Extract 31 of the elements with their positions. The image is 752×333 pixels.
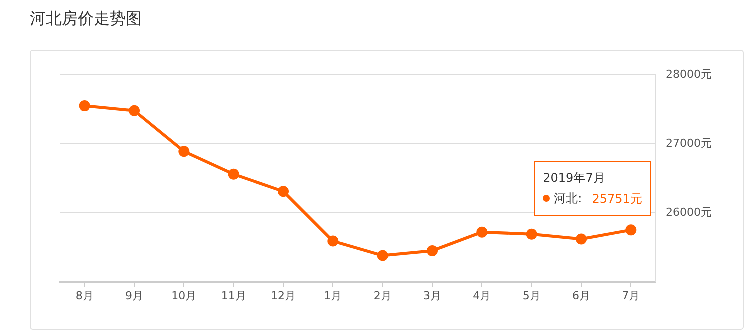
point	[576, 234, 587, 245]
point	[476, 226, 488, 238]
x-tick-label: 6月	[572, 289, 590, 302]
point	[129, 105, 140, 116]
point	[526, 228, 538, 240]
x-tick-label: 7月	[622, 289, 640, 302]
y-tick-label: 27000元	[666, 136, 712, 150]
point	[278, 186, 289, 198]
x-tick-label: 11月	[221, 289, 246, 302]
point	[328, 236, 339, 247]
x-tick-label: 5月	[522, 289, 541, 302]
x-tick-label: 4月	[473, 289, 492, 302]
annotation: 2019年7月	[543, 170, 606, 188]
point	[228, 168, 240, 180]
x-tick-label: 12月	[271, 289, 296, 302]
x-tick-label: 10月	[172, 289, 197, 302]
data-label: 25751元	[592, 192, 642, 206]
chart-title: 河北房价走势图	[30, 9, 142, 30]
x-tick-label: 3月	[424, 289, 442, 302]
legend-label: 河北:	[554, 192, 582, 206]
x-tick-label: 2月	[374, 289, 392, 302]
point	[79, 100, 90, 112]
y-tick-label: 26000元	[666, 206, 712, 219]
point	[178, 146, 190, 158]
x-tick-label: 1月	[324, 289, 342, 302]
point	[427, 245, 438, 256]
x-tick-label: 8月	[76, 289, 94, 302]
y-tick-label: 28000元	[666, 68, 712, 81]
x-tick-label: 9月	[126, 289, 144, 302]
point	[377, 250, 388, 262]
point	[626, 224, 637, 236]
